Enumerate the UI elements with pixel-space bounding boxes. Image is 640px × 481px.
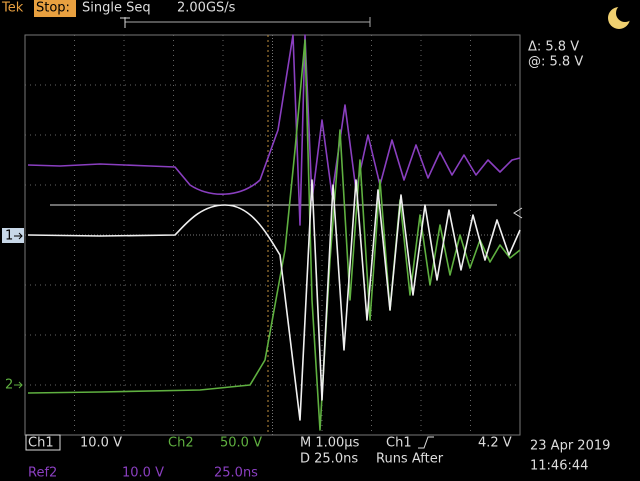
ch1-marker-box <box>2 228 24 243</box>
ch3-waveform <box>27 34 521 226</box>
run-status: Stop: <box>36 1 70 16</box>
ref-scale: 10.0 V <box>122 466 164 481</box>
ch1-waveform <box>27 179 521 421</box>
ch2-marker-arrow <box>14 381 23 389</box>
trigger-slope <box>418 436 434 449</box>
trigger-pos-marker <box>120 17 130 28</box>
status-badge <box>34 0 76 17</box>
time: 11:46:44 <box>530 459 588 474</box>
ch1-scale: 10.0 V <box>80 436 122 451</box>
trigger-level: 4.2 V <box>478 436 512 451</box>
trigger-level-arrow <box>513 207 523 219</box>
ch1-marker-arrow <box>14 232 23 240</box>
timebase: M 1.00µs <box>300 436 360 451</box>
ch1-label: Ch1 <box>28 436 54 451</box>
delay: D 25.0ns <box>300 452 358 467</box>
brand: Tek <box>1 1 24 16</box>
ch2-scale: 50.0 V <box>220 436 262 451</box>
cursor-delta: Δ: 5.8 V <box>528 40 579 55</box>
acq-mode: Single Seq <box>82 1 151 16</box>
sample-rate: 2.00GS/s <box>177 1 236 16</box>
ch1-marker: 1 <box>5 229 13 244</box>
date: 23 Apr 2019 <box>530 439 610 454</box>
ch2-label: Ch2 <box>168 436 194 451</box>
trigger-source: Ch1 <box>386 436 412 451</box>
cursor-at: @: 5.8 V <box>528 55 583 70</box>
power-icon-cut <box>616 4 634 22</box>
ref-label: Ref2 <box>28 466 57 481</box>
ch2-marker: 2 <box>5 378 13 393</box>
ref-time: 25.0ns <box>214 466 258 481</box>
trigger-state: Runs After <box>376 452 444 467</box>
ch1-label-box <box>25 434 61 451</box>
